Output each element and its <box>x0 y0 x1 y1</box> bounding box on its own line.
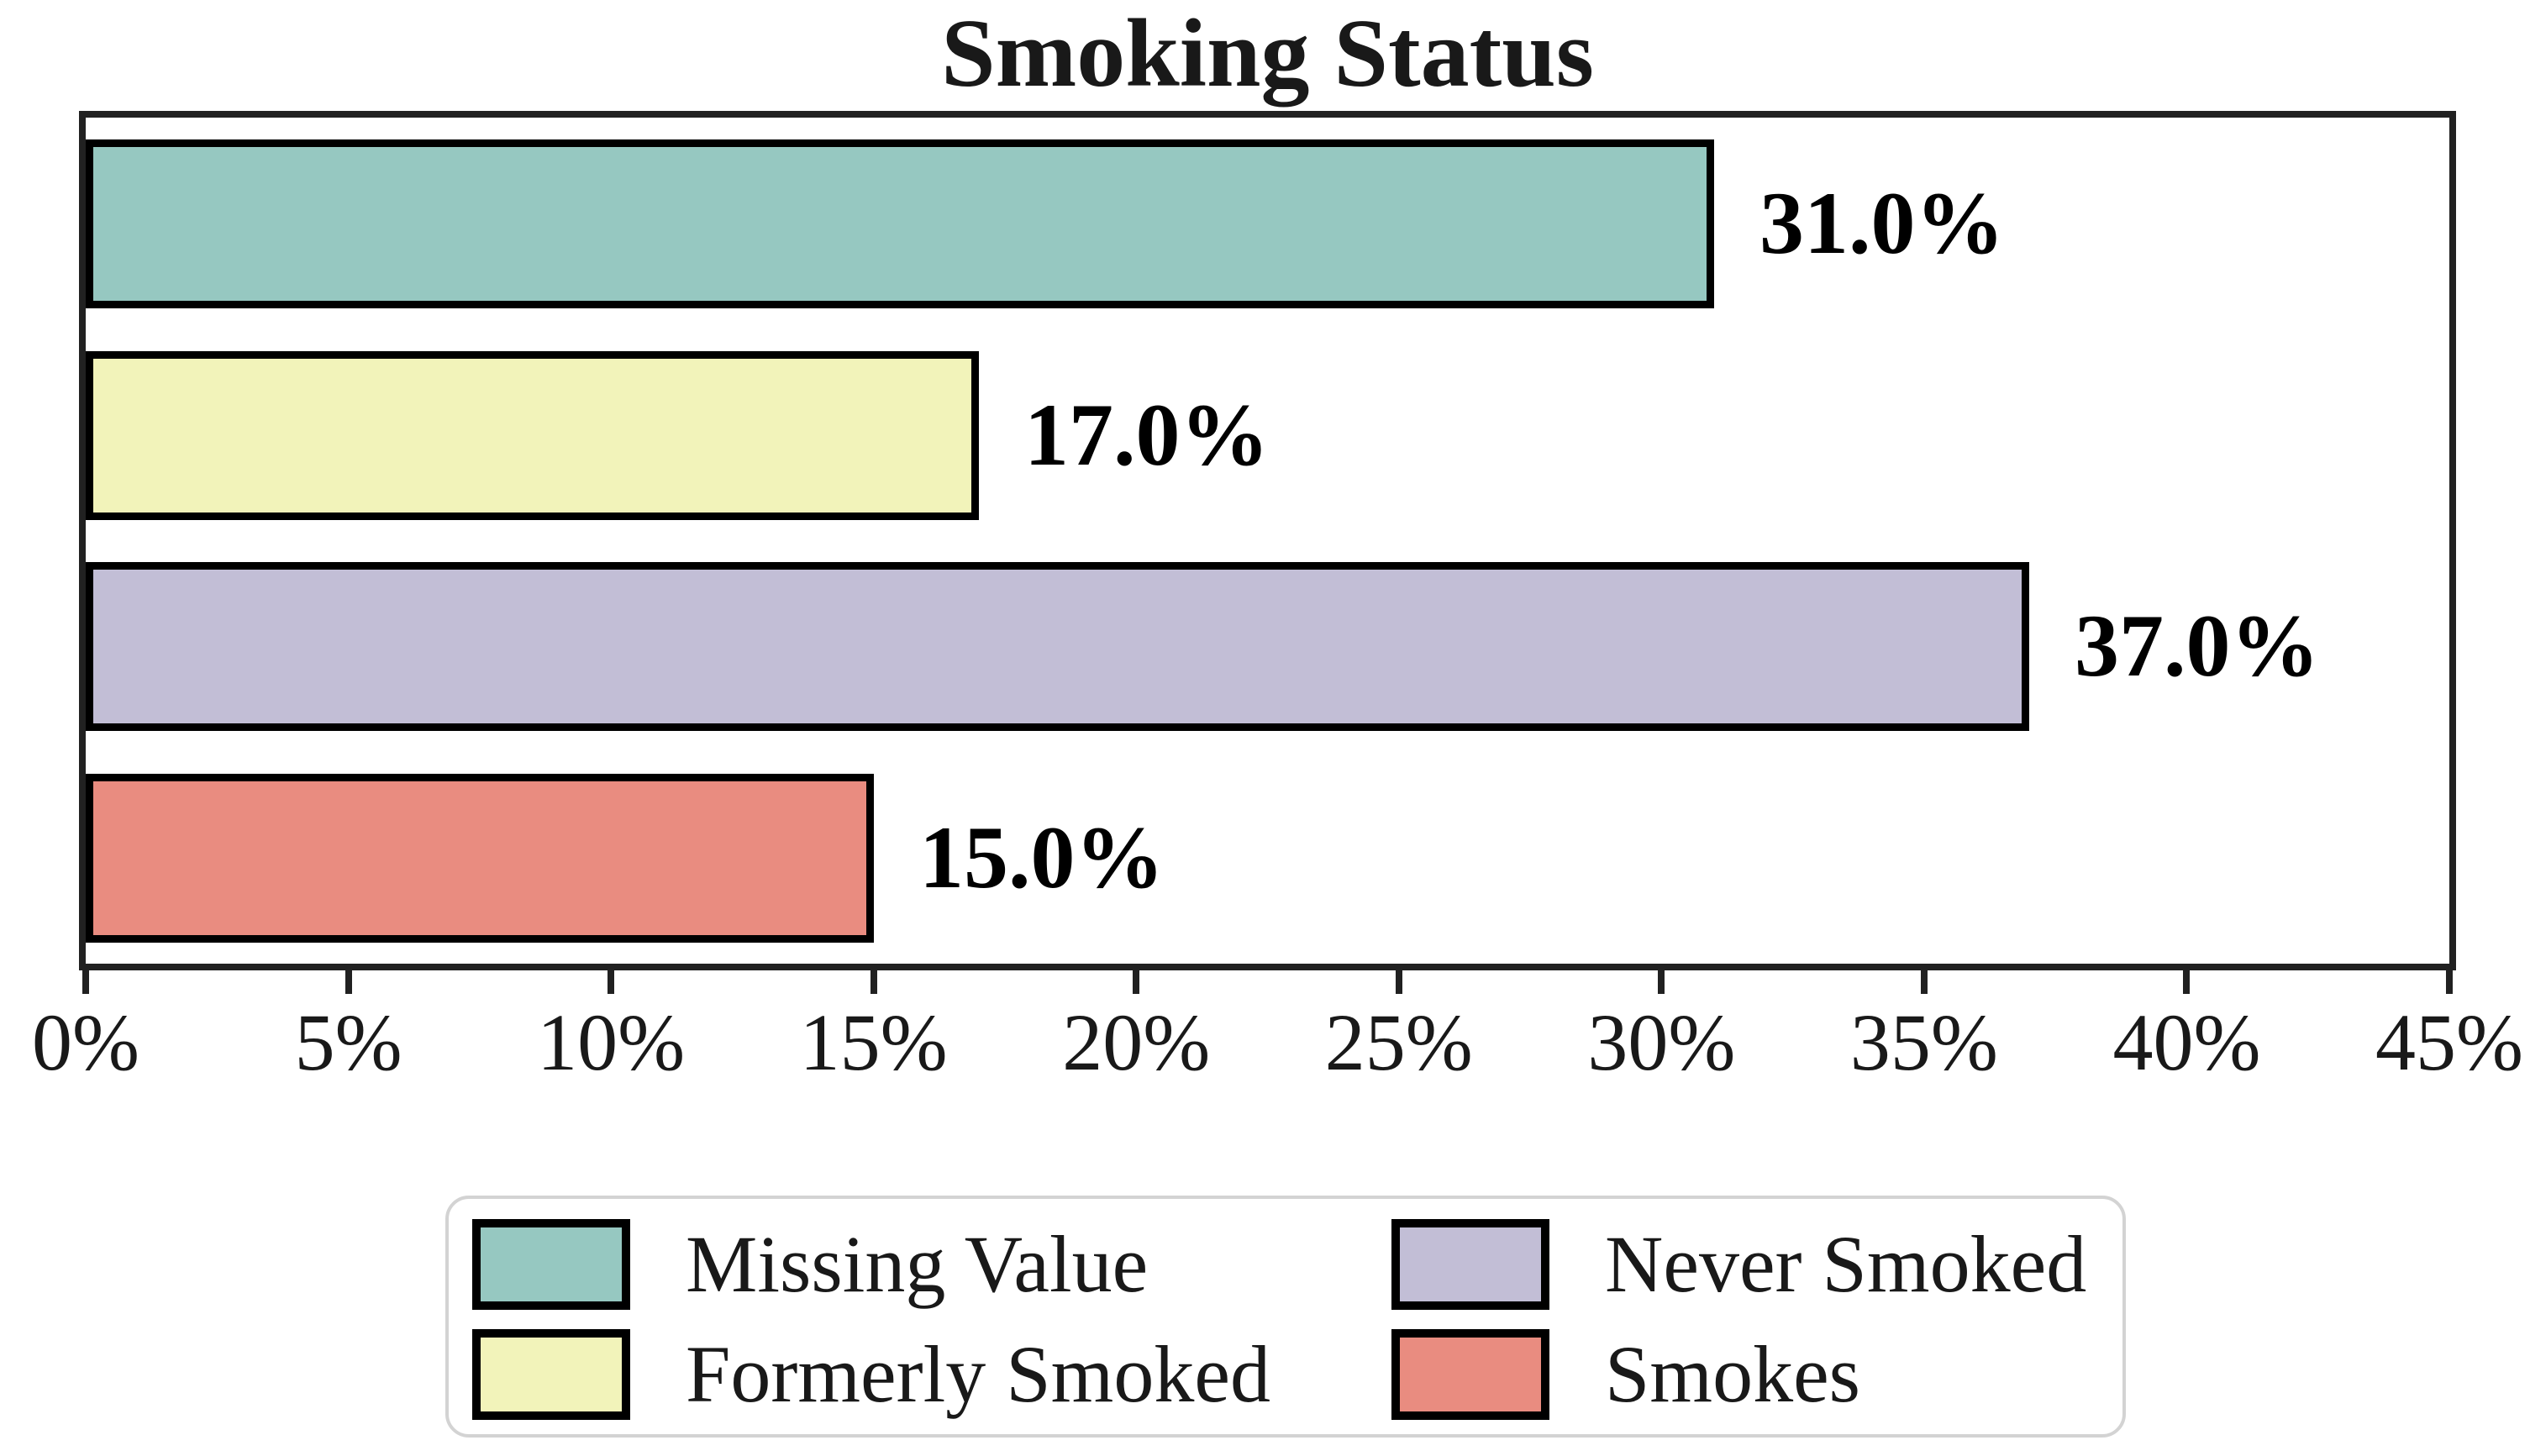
legend-item-never-smoked: Never Smoked <box>1391 1218 2122 1310</box>
legend-item-formerly-smoked: Formerly Smoked <box>472 1328 1391 1420</box>
legend-label: Formerly Smoked <box>686 1328 1270 1419</box>
legend-item-missing-value: Missing Value <box>472 1218 1391 1310</box>
x-tick-label-0: 0% <box>32 997 139 1087</box>
legend-label: Never Smoked <box>1605 1218 2087 1309</box>
x-tick-label-45: 45% <box>2375 997 2523 1087</box>
x-tick-label-20: 20% <box>1062 997 1211 1087</box>
x-tick-mark-10 <box>608 964 615 994</box>
legend-item-smokes: Smokes <box>1391 1328 2122 1420</box>
bar-value-label-never-smoked: 37.0% <box>2075 597 2320 695</box>
bar-never-smoked <box>86 561 2029 731</box>
x-tick-label-10: 10% <box>537 997 686 1087</box>
x-tick-mark-45 <box>2446 964 2453 994</box>
legend-swatch-formerly-smoked <box>472 1328 630 1420</box>
bar-value-label-formerly-smoked: 17.0% <box>1024 386 1270 484</box>
legend-swatch-never-smoked <box>1391 1218 1549 1310</box>
x-tick-mark-40 <box>2183 964 2191 994</box>
legend: Missing Value Never Smoked Formerly Smoked… <box>445 1196 2126 1438</box>
x-tick-mark-35 <box>1920 964 1928 994</box>
legend-swatch-missing-value <box>472 1218 630 1310</box>
bar-value-label-missing-value: 31.0% <box>1759 174 2005 272</box>
legend-label: Missing Value <box>686 1218 1149 1309</box>
bar-formerly-smoked <box>86 350 979 520</box>
x-tick-mark-25 <box>1395 964 1402 994</box>
x-tick-label-5: 5% <box>294 997 402 1087</box>
x-tick-label-40: 40% <box>2112 997 2261 1087</box>
x-tick-label-35: 35% <box>1849 997 1998 1087</box>
x-tick-label-15: 15% <box>799 997 948 1087</box>
x-tick-mark-0 <box>82 964 89 994</box>
chart-title: Smoking Status <box>941 0 1594 108</box>
legend-swatch-smokes <box>1391 1328 1549 1420</box>
x-tick-mark-5 <box>345 964 352 994</box>
bar-smokes <box>86 773 874 943</box>
x-axis: 0% 5% 10% 15% 20% 25% 30% 35% 40% 45% <box>32 964 2523 1115</box>
x-tick-label-30: 30% <box>1587 997 1736 1087</box>
x-tick-mark-20 <box>1133 964 1140 994</box>
bar-missing-value <box>86 139 1714 308</box>
x-tick-label-25: 25% <box>1324 997 1473 1087</box>
bar-value-label-smokes: 15.0% <box>919 808 1165 907</box>
legend-label: Smokes <box>1605 1328 1861 1419</box>
x-tick-mark-30 <box>1658 964 1665 994</box>
x-tick-mark-15 <box>870 964 877 994</box>
bars-layer: 31.0% 17.0% 37.0% 15.0% <box>86 118 2449 964</box>
